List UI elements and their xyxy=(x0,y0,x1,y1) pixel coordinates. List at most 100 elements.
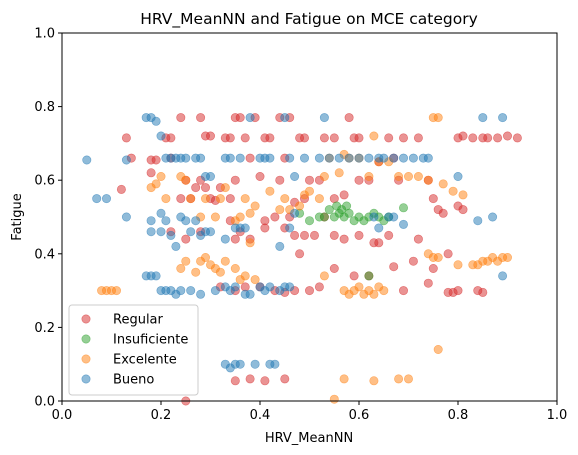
data-point xyxy=(478,287,488,297)
data-point xyxy=(339,190,349,200)
data-point xyxy=(344,113,354,123)
data-point xyxy=(245,153,255,163)
data-point xyxy=(176,194,186,204)
data-point xyxy=(156,172,166,182)
data-point xyxy=(433,344,443,354)
x-tick-label: 0.6 xyxy=(349,408,370,423)
data-point xyxy=(299,230,309,240)
data-point xyxy=(324,153,334,163)
data-point xyxy=(265,282,275,292)
data-point xyxy=(473,216,483,226)
data-point xyxy=(181,216,191,226)
data-point xyxy=(196,289,206,299)
data-point xyxy=(309,230,319,240)
data-point xyxy=(295,201,305,211)
series-insuficiente xyxy=(295,201,408,281)
data-point xyxy=(225,194,235,204)
data-point xyxy=(171,241,181,251)
data-point xyxy=(225,363,235,373)
data-point xyxy=(235,113,245,123)
data-point xyxy=(225,153,235,163)
data-point xyxy=(398,153,408,163)
data-point xyxy=(290,172,300,182)
data-point xyxy=(319,271,329,281)
data-point xyxy=(285,282,295,292)
data-point xyxy=(319,113,329,123)
data-point xyxy=(250,201,260,211)
data-point xyxy=(156,131,166,141)
data-point xyxy=(453,172,463,182)
data-point xyxy=(329,133,339,143)
x-tick-label: 0.2 xyxy=(151,408,172,423)
data-point xyxy=(398,219,408,229)
data-point xyxy=(329,263,339,273)
data-point xyxy=(334,168,344,178)
data-point xyxy=(319,133,329,143)
data-point xyxy=(210,212,220,222)
data-point xyxy=(151,271,161,281)
data-point xyxy=(369,376,379,386)
data-point xyxy=(458,190,468,200)
data-point xyxy=(121,155,131,165)
data-point xyxy=(260,223,270,233)
data-point xyxy=(344,208,354,218)
y-axis: 0.0 0.2 0.4 0.6 0.8 1.0 xyxy=(34,27,62,410)
plot-frame xyxy=(61,32,558,402)
data-point xyxy=(181,175,191,185)
data-point xyxy=(275,175,285,185)
data-point xyxy=(245,113,255,123)
data-point xyxy=(369,131,379,141)
data-point xyxy=(220,256,230,266)
data-point xyxy=(201,183,211,193)
x-axis-label: HRV_MeanNN xyxy=(265,431,353,446)
data-point xyxy=(314,282,324,292)
data-point xyxy=(82,155,92,165)
data-point xyxy=(354,133,364,143)
data-point xyxy=(156,227,166,237)
data-point xyxy=(369,212,379,222)
data-point xyxy=(498,271,508,281)
data-point xyxy=(374,223,384,233)
data-point xyxy=(225,133,235,143)
data-point xyxy=(433,113,443,123)
data-point xyxy=(349,271,359,281)
data-point xyxy=(329,230,339,240)
data-point xyxy=(354,153,364,163)
x-tick-label: 0.8 xyxy=(448,408,469,423)
y-tick-label: 0.6 xyxy=(34,174,55,189)
data-point xyxy=(374,238,384,248)
data-point xyxy=(428,194,438,204)
legend-marker xyxy=(81,334,91,344)
data-point xyxy=(423,153,433,163)
data-point xyxy=(364,153,374,163)
data-point xyxy=(458,205,468,215)
data-point xyxy=(384,230,394,240)
data-point xyxy=(468,133,478,143)
data-point xyxy=(270,212,280,222)
data-point xyxy=(201,194,211,204)
legend: Regular Insuficiente Excelente Bueno xyxy=(68,304,199,396)
data-point xyxy=(304,175,314,185)
y-tick-label: 0.0 xyxy=(34,395,55,410)
data-point xyxy=(235,153,245,163)
data-point xyxy=(121,212,131,222)
legend-marker xyxy=(81,314,91,324)
data-point xyxy=(389,262,399,272)
y-tick-label: 0.4 xyxy=(34,247,55,262)
x-tick-label: 0.4 xyxy=(250,408,271,423)
data-point xyxy=(384,133,394,143)
data-point xyxy=(275,241,285,251)
y-axis-label: Fatigue xyxy=(10,193,25,240)
legend-label: Regular xyxy=(113,313,164,328)
data-point xyxy=(285,223,295,233)
data-point xyxy=(230,282,240,292)
data-point xyxy=(364,271,374,281)
data-point xyxy=(191,183,201,193)
data-point xyxy=(206,131,216,141)
data-point xyxy=(255,172,265,182)
legend-marker xyxy=(81,374,91,384)
data-point xyxy=(245,374,255,384)
data-point xyxy=(191,216,201,226)
data-point xyxy=(403,374,413,384)
data-point xyxy=(364,172,374,182)
